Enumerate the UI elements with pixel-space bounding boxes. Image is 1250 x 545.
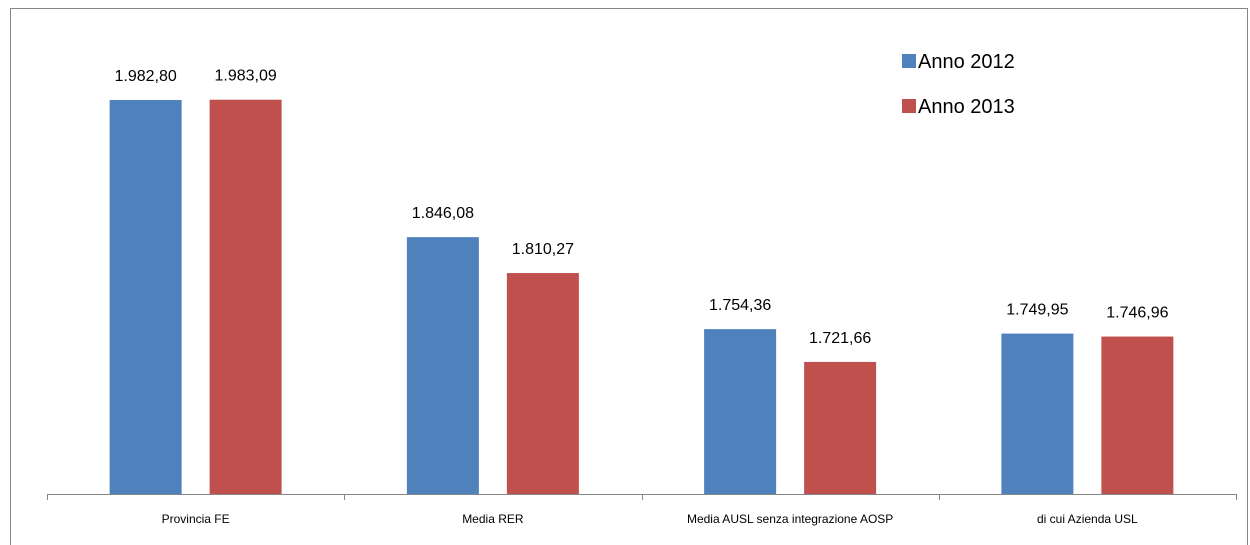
category-label-provincia-fe: Provincia FE	[162, 512, 230, 526]
category-label-di-cui-azienda-usl: di cui Azienda USL	[1037, 512, 1138, 526]
legend: Anno 2012 Anno 2013	[902, 51, 1015, 118]
bar-anno-2013-media-rer	[506, 273, 579, 494]
data-label-anno-2013-di-cui-azienda-usl: 1.746,96	[1106, 305, 1168, 322]
category-labels-group: Provincia FE Media RER Media AUSL senza in…	[162, 512, 1138, 526]
bar-anno-2013-media-ausl-senza-integrazione-aosp	[804, 361, 877, 494]
data-label-anno-2012-di-cui-azienda-usl: 1.749,95	[1006, 302, 1068, 319]
category-label-media-ausl-senza-integrazione-aosp: Media AUSL senza integrazione AOSP	[687, 512, 893, 526]
data-labels-group: 1.982,80 1.983,09 1.846,08 1.810,27 1.754,36…	[114, 68, 1168, 347]
data-label-anno-2013-media-rer: 1.810,27	[512, 241, 574, 258]
x-axis	[47, 494, 1237, 500]
legend-label-anno-2012: Anno 2012	[918, 51, 1015, 73]
bar-anno-2012-provincia-fe	[109, 100, 182, 494]
bar-anno-2013-di-cui-azienda-usl	[1101, 336, 1174, 494]
legend-swatch-anno-2012	[902, 54, 916, 68]
data-label-anno-2012-provincia-fe: 1.982,80	[114, 68, 176, 85]
bar-anno-2012-di-cui-azienda-usl	[1001, 333, 1074, 494]
legend-swatch-anno-2013	[902, 99, 916, 113]
data-label-anno-2013-media-ausl-senza-integrazione-aosp: 1.721,66	[809, 330, 871, 347]
data-label-anno-2012-media-ausl-senza-integrazione-aosp: 1.754,36	[709, 297, 771, 314]
bar-anno-2012-media-ausl-senza-integrazione-aosp	[704, 329, 777, 494]
category-label-media-rer: Media RER	[462, 512, 524, 526]
data-label-anno-2013-provincia-fe: 1.983,09	[214, 68, 276, 85]
bar-anno-2012-media-rer	[406, 237, 479, 494]
data-label-anno-2012-media-rer: 1.846,08	[412, 205, 474, 222]
bars-group	[109, 99, 1174, 495]
legend-label-anno-2013: Anno 2013	[918, 96, 1015, 118]
bar-anno-2013-provincia-fe	[209, 99, 282, 495]
